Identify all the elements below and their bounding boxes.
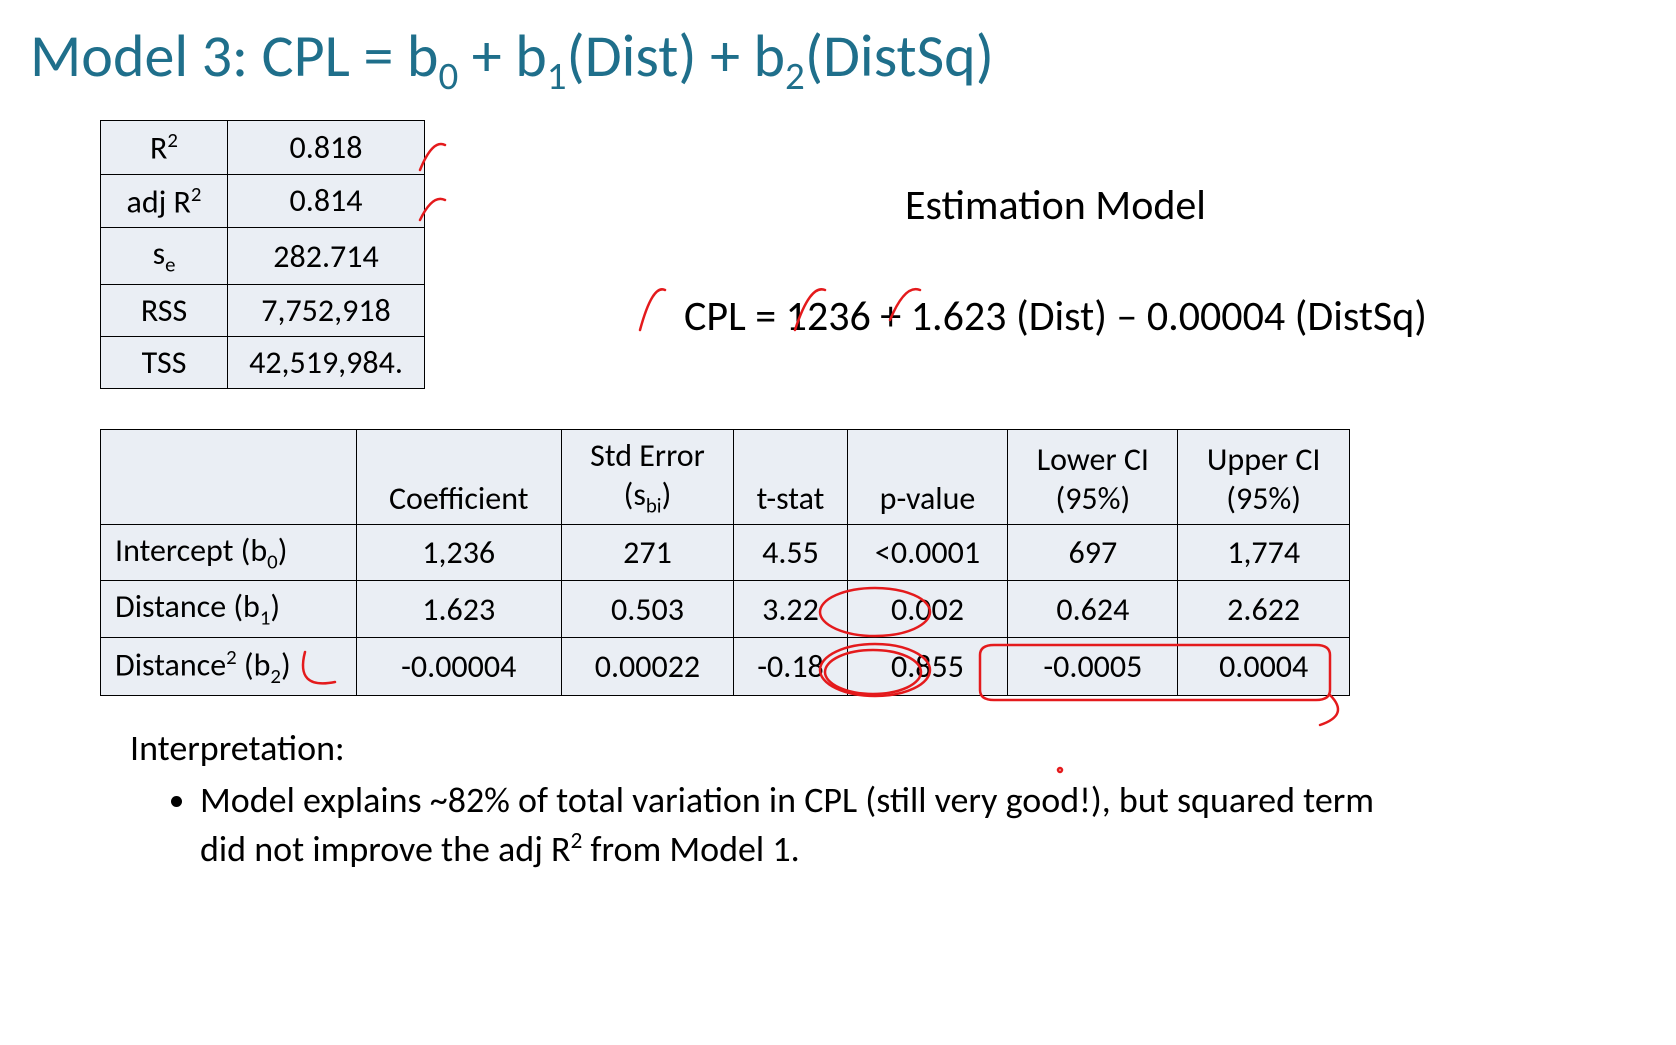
stats-row-label: adj R2 (101, 174, 228, 228)
title-suffix: (DistSq) (805, 20, 994, 93)
stats-table: R20.818adj R20.814se282.714RSS7,752,918T… (100, 120, 425, 389)
coef-cell: 697 (1008, 525, 1178, 581)
coef-cell: 1,236 (356, 525, 561, 581)
coef-cell: Distance2 (b2) (101, 637, 357, 695)
title-sub0: 0 (438, 53, 458, 100)
stats-row-label: R2 (101, 121, 228, 175)
stats-row-label: se (101, 228, 228, 284)
stats-row-value: 7,752,918 (228, 284, 425, 336)
estimation-equation: CPL = 1236 + 1.623 (Dist) – 0.00004 (Dis… (465, 291, 1646, 342)
title-prefix: Model 3: CPL = b (30, 20, 438, 93)
coef-cell: 3.22 (734, 581, 847, 637)
coef-cell: 4.55 (734, 525, 847, 581)
coef-cell: 0.002 (847, 581, 1008, 637)
coef-header: Std Error (sbi) (561, 429, 734, 524)
coef-cell: 0.503 (561, 581, 734, 637)
slide-title: Model 3: CPL = b0 + b1(Dist) + b2(DistSq… (30, 20, 1646, 100)
interpretation-bullet-1: Model explains ~82% of total variation i… (200, 776, 1400, 873)
coef-cell: 0.00022 (561, 637, 734, 695)
coef-cell: 1.623 (356, 581, 561, 637)
coef-cell: 0.624 (1008, 581, 1178, 637)
coef-cell: Distance (b1) (101, 581, 357, 637)
coef-cell: 1,774 (1178, 525, 1350, 581)
estimation-heading: Estimation Model (465, 180, 1646, 231)
coef-cell: 2.622 (1178, 581, 1350, 637)
title-sub1: 1 (547, 53, 567, 100)
coef-header: Coefficient (356, 429, 561, 524)
coefficient-table: CoefficientStd Error (sbi)t-statp-valueL… (100, 429, 1350, 696)
title-mid2: (Dist) + b (567, 20, 786, 93)
title-sub2: 2 (785, 53, 805, 100)
stats-row-value: 0.814 (228, 174, 425, 228)
title-mid1: + b (458, 20, 547, 93)
stats-row-value: 0.818 (228, 121, 425, 175)
coef-cell: -0.18 (734, 637, 847, 695)
coef-header: p-value (847, 429, 1008, 524)
stats-row-label: TSS (101, 336, 228, 388)
coef-header (101, 429, 357, 524)
coef-cell: 0.855 (847, 637, 1008, 695)
coef-header: Lower CI (95%) (1008, 429, 1178, 524)
stats-row-value: 42,519,984. (228, 336, 425, 388)
coef-cell: -0.0005 (1008, 637, 1178, 695)
coef-cell: 0.0004 (1178, 637, 1350, 695)
stats-row-value: 282.714 (228, 228, 425, 284)
interpretation-heading: Interpretation: (130, 726, 1646, 770)
coef-cell: -0.00004 (356, 637, 561, 695)
stats-row-label: RSS (101, 284, 228, 336)
coef-header: Upper CI (95%) (1178, 429, 1350, 524)
interpretation-block: Interpretation: Model explains ~82% of t… (130, 726, 1646, 873)
coef-header: t-stat (734, 429, 847, 524)
coef-cell: Intercept (b0) (101, 525, 357, 581)
coef-cell: <0.0001 (847, 525, 1008, 581)
coef-cell: 271 (561, 525, 734, 581)
